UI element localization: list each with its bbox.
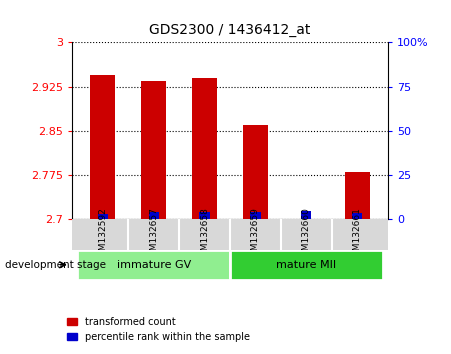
Bar [301, 211, 312, 219]
Text: development stage: development stage [5, 260, 106, 270]
Text: GDS2300 / 1436412_at: GDS2300 / 1436412_at [149, 23, 311, 37]
Bar [230, 250, 383, 280]
Text: immature GV: immature GV [116, 259, 191, 270]
Text: GSM132657: GSM132657 [149, 207, 158, 262]
Bar [243, 125, 268, 219]
Bar [141, 81, 166, 219]
Bar [250, 212, 261, 219]
Bar [97, 213, 108, 219]
Text: GSM132660: GSM132660 [302, 207, 311, 262]
Bar [148, 212, 159, 219]
Text: GSM132592: GSM132592 [98, 207, 107, 262]
Legend: transformed count, percentile rank within the sample: transformed count, percentile rank withi… [64, 313, 254, 346]
Bar [345, 172, 370, 219]
Bar [352, 213, 363, 219]
Bar [199, 212, 210, 219]
Bar [90, 75, 115, 219]
Bar [192, 78, 217, 219]
Text: mature MII: mature MII [276, 259, 336, 270]
Text: GSM132658: GSM132658 [200, 207, 209, 262]
Text: GSM132661: GSM132661 [353, 207, 362, 262]
Text: GSM132659: GSM132659 [251, 207, 260, 262]
Bar [77, 250, 230, 280]
